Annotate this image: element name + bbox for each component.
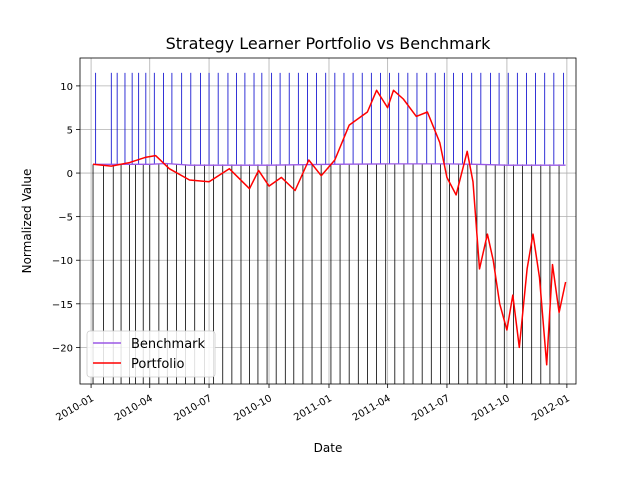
x-tick-label: 2011-10 xyxy=(470,393,512,423)
y-tick-label: 10 xyxy=(60,82,73,93)
y-tick-label: −20 xyxy=(52,343,73,354)
y-tick-label: −5 xyxy=(58,213,73,224)
axes-frame xyxy=(79,57,577,385)
legend-label-portfolio: Portfolio xyxy=(131,357,185,372)
portfolio-line xyxy=(92,89,567,366)
x-tick-label: 2010-07 xyxy=(172,393,214,423)
y-tick-label: 5 xyxy=(67,125,73,136)
benchmark-line xyxy=(93,162,566,166)
x-tick-label: 2011-01 xyxy=(292,393,334,423)
legend: Benchmark Portfolio xyxy=(86,330,216,378)
y-tick-label: −10 xyxy=(52,256,73,267)
chart-title: Strategy Learner Portfolio vs Benchmark xyxy=(166,34,492,53)
x-tick-label: 2012-01 xyxy=(530,393,572,423)
x-tick-label: 2010-10 xyxy=(232,393,274,423)
x-tick-label: 2010-01 xyxy=(54,393,96,423)
y-axis-label: Normalized Value xyxy=(20,169,34,274)
x-axis-label: Date xyxy=(314,441,343,455)
legend-label-benchmark: Benchmark xyxy=(131,337,206,352)
x-tick-label: 2011-07 xyxy=(410,393,452,423)
y-tick-label: −15 xyxy=(52,300,73,311)
x-tick-label: 2010-04 xyxy=(113,393,155,423)
x-tick-label: 2011-04 xyxy=(351,393,393,423)
y-tick-label: 0 xyxy=(67,169,73,180)
